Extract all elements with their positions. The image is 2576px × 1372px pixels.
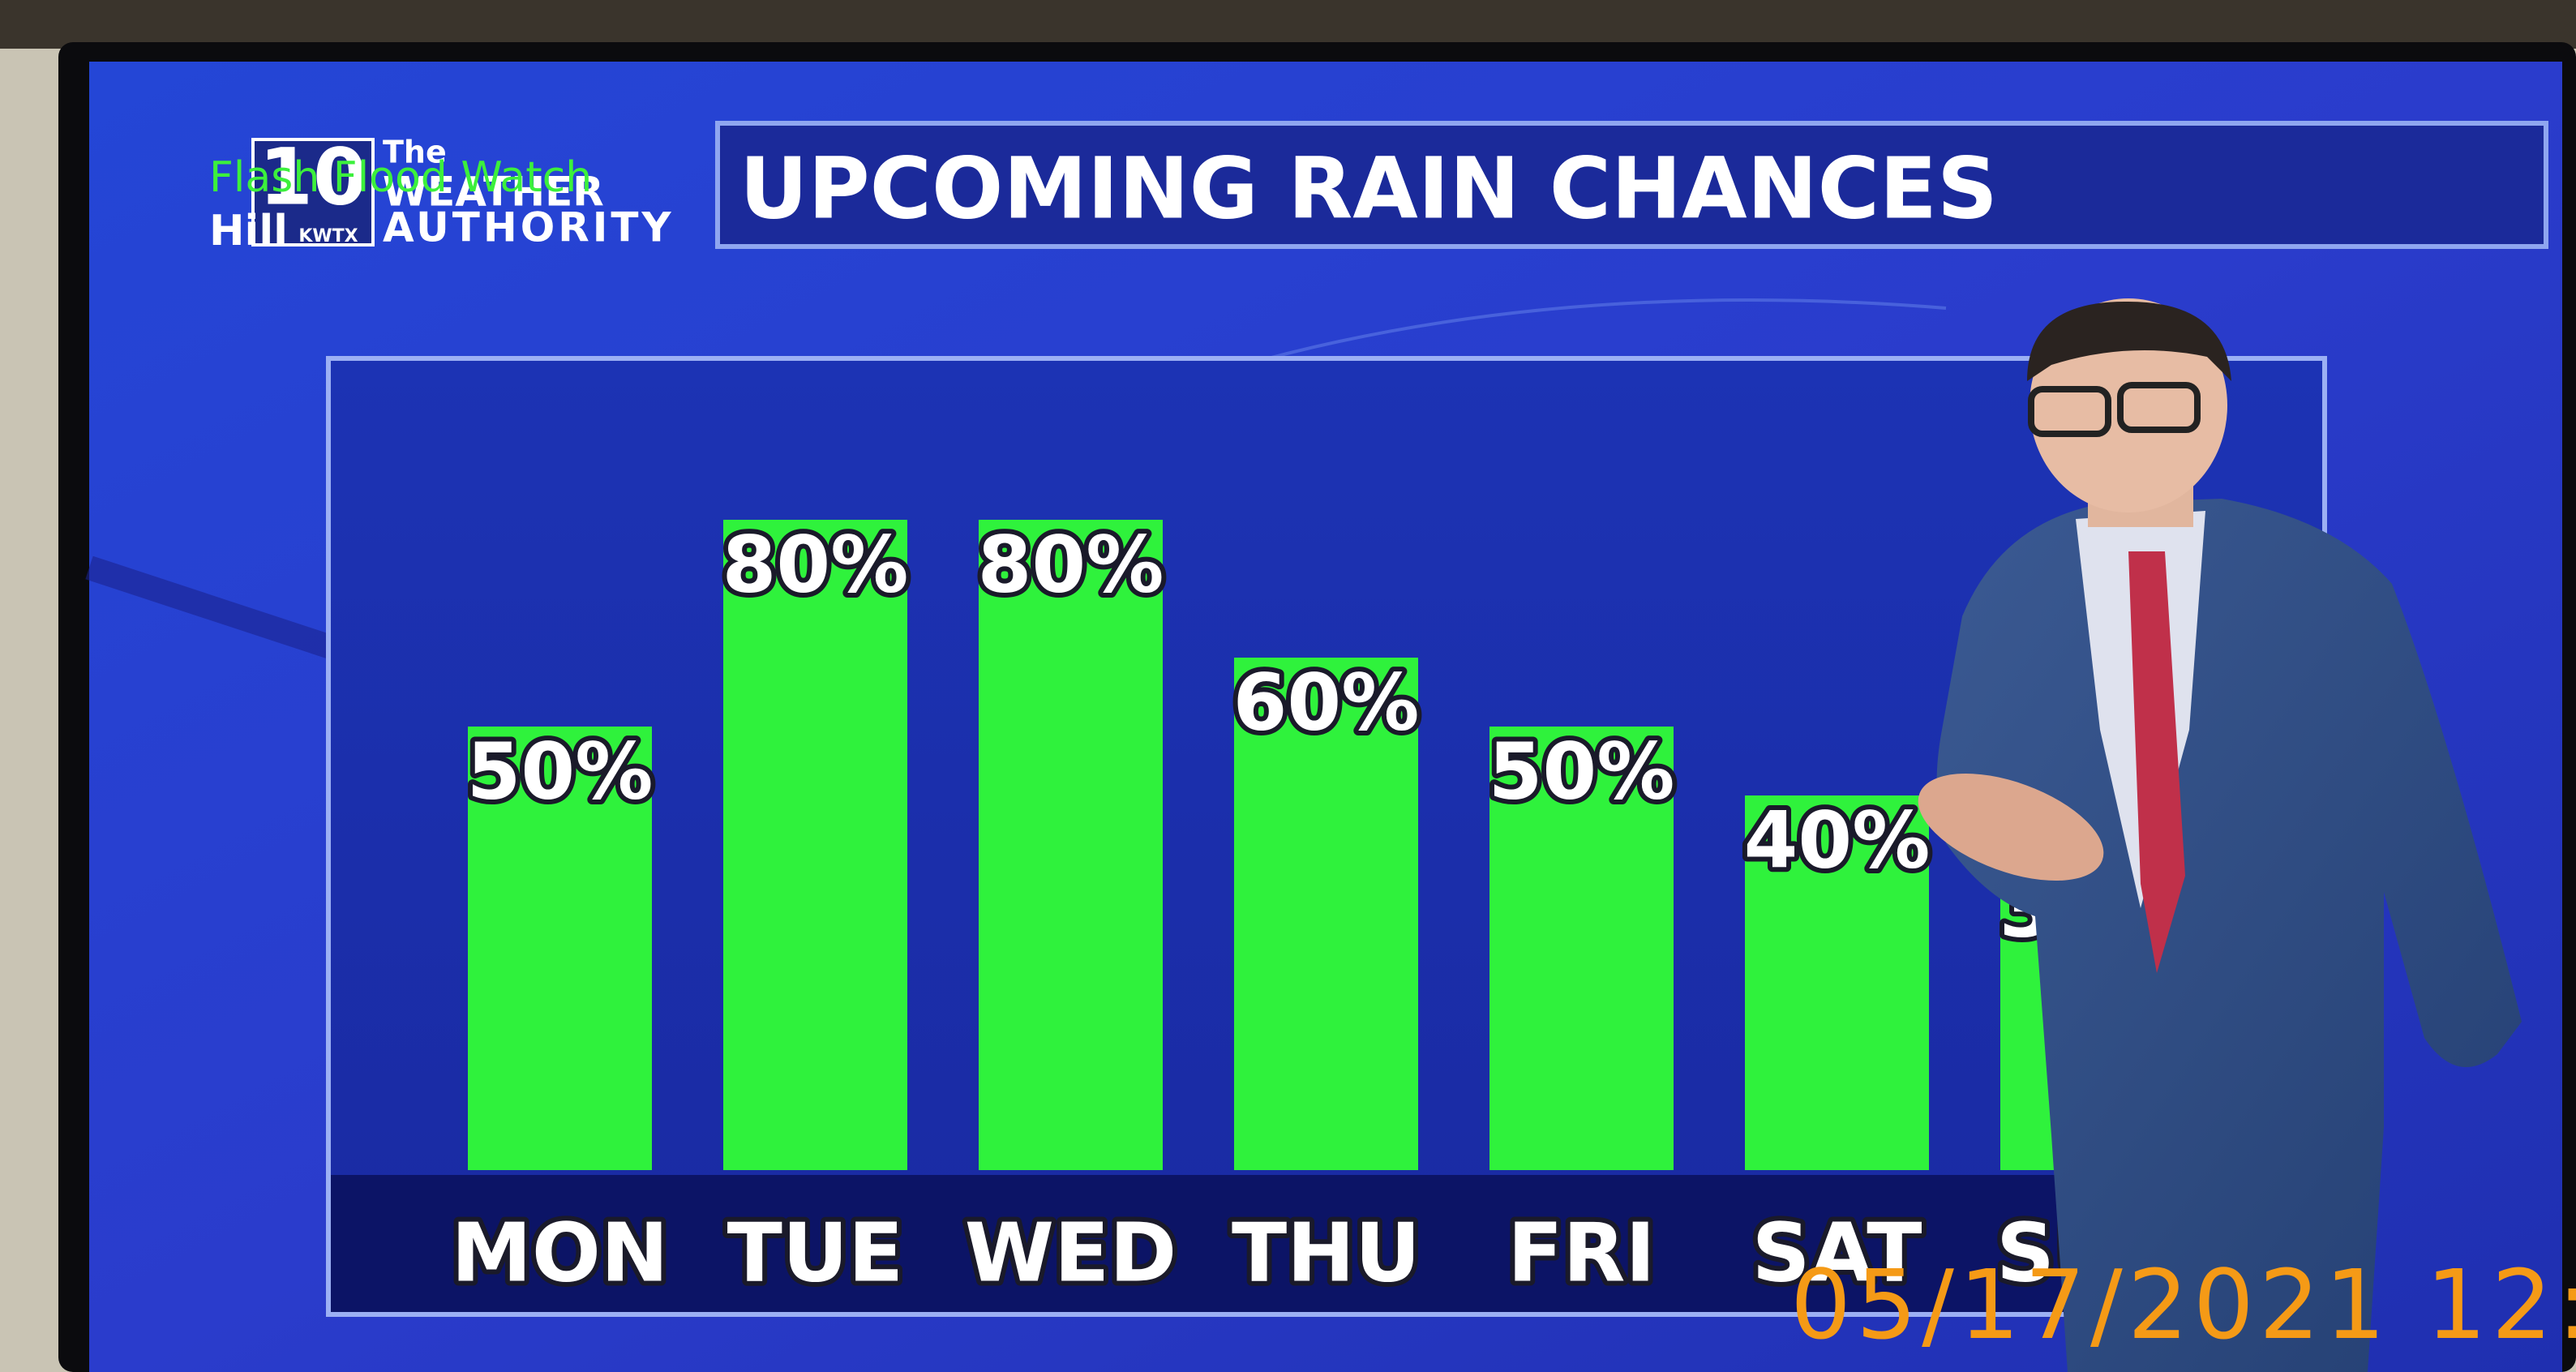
x-tick-label: WED [965, 1205, 1177, 1300]
bar [723, 520, 907, 1170]
presenter [1918, 298, 2522, 1372]
x-tick-label: THU [1232, 1205, 1421, 1300]
logo-box [251, 138, 375, 247]
hair [2027, 301, 2231, 381]
bar [1234, 658, 1418, 1170]
label-strip [331, 1175, 2322, 1312]
decor-arc [1215, 298, 1947, 375]
x-tick-label: SAT [1752, 1205, 1922, 1300]
chart-title: UPCOMING RAIN CHANCES [739, 139, 1998, 238]
value-label: 60% [1233, 657, 1420, 748]
logo-number: 10 [259, 131, 367, 222]
x-tick-label: TUE [727, 1205, 904, 1300]
value-label: 80% [978, 519, 1164, 610]
ticker-text: Flash Flood Watch [209, 153, 592, 202]
value-label: 80% [722, 519, 909, 610]
value-label: 50% [1489, 726, 1675, 817]
bar [1745, 795, 1929, 1170]
x-tick-label: FRI [1507, 1205, 1656, 1300]
value-label: 40% [1744, 795, 1931, 885]
suit [1936, 499, 2522, 1372]
value-label: 50% [467, 726, 654, 817]
x-tick-label: MON [451, 1205, 668, 1300]
glasses [2117, 382, 2201, 433]
ticker-prefix: Hill [209, 207, 288, 255]
shelf [0, 0, 2576, 49]
title-bar [715, 121, 2548, 249]
tie [2128, 551, 2185, 973]
logo-station: KWTX [298, 226, 358, 247]
bar [979, 520, 1163, 1170]
logo-line: WEATHER [383, 169, 604, 216]
glasses [2028, 386, 2111, 437]
logo-line: The [383, 135, 447, 170]
logo: 10 KWTX The WEATHER AUTHORITY Hill Flash… [209, 131, 675, 255]
bar [468, 727, 652, 1170]
timestamp: 05/17/2021 12:17 [1790, 1249, 2576, 1361]
bar [1489, 727, 1674, 1170]
hand [1918, 774, 2104, 881]
logo-line: AUTHORITY [383, 204, 675, 251]
